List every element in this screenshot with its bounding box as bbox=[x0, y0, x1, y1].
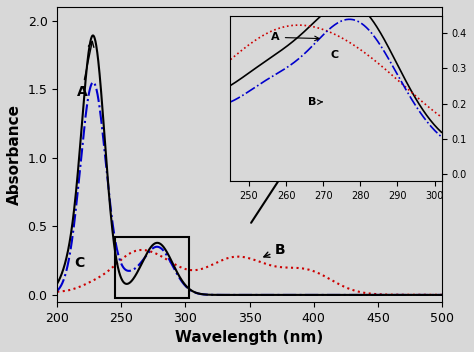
Y-axis label: Absorbance: Absorbance bbox=[7, 104, 22, 205]
Text: A: A bbox=[76, 41, 94, 99]
Text: C: C bbox=[74, 257, 84, 270]
X-axis label: Wavelength (nm): Wavelength (nm) bbox=[175, 330, 324, 345]
Bar bbox=[115, 237, 189, 298]
Text: B: B bbox=[264, 243, 286, 257]
